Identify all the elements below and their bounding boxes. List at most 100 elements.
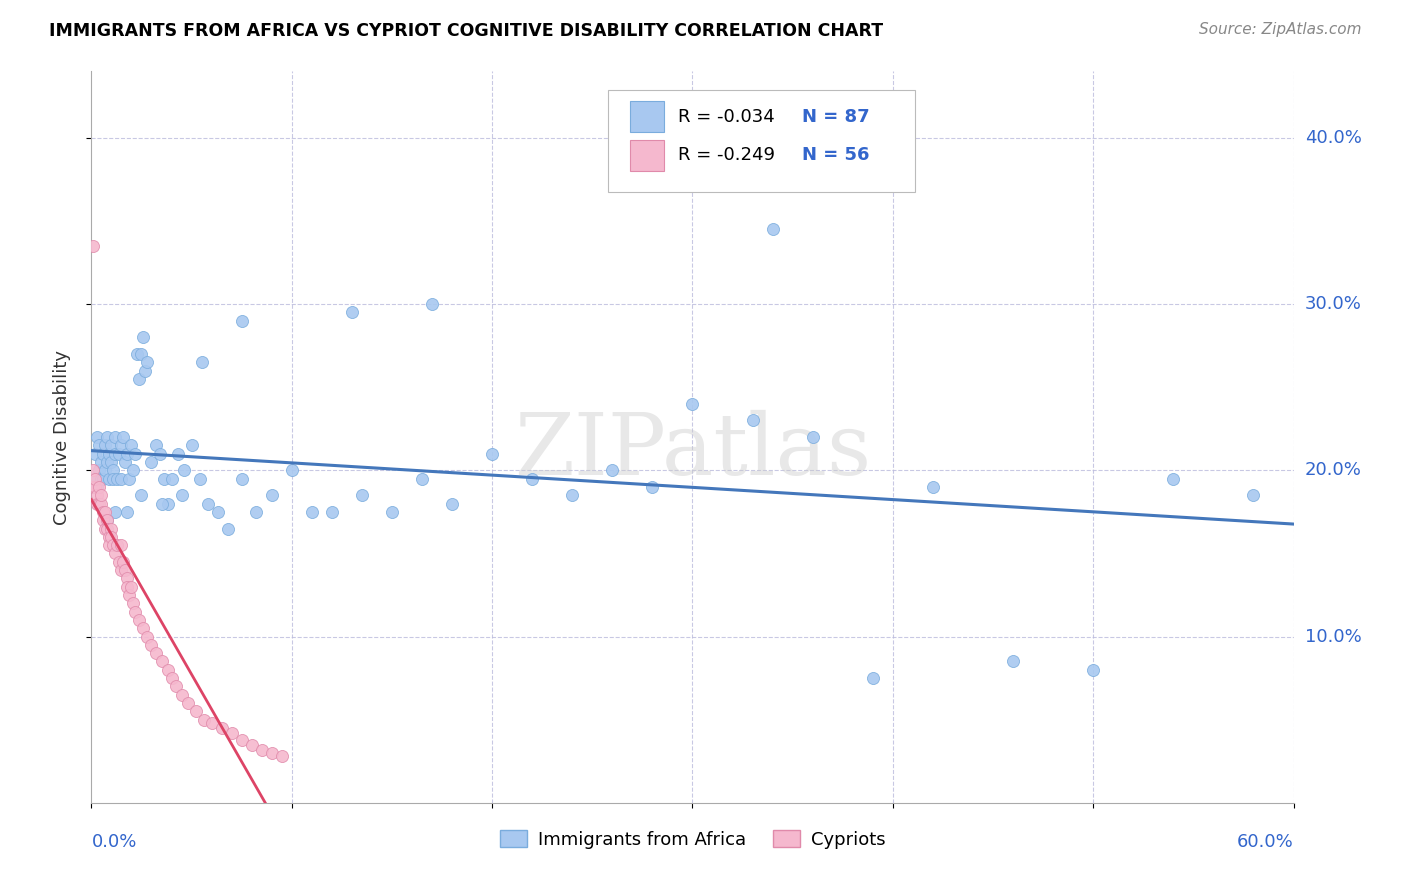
Point [90,455,112,469]
Point [190,355,212,369]
Point [862,671,884,685]
Point [89,463,111,477]
Point [641,480,664,494]
Point [86,430,108,444]
Point [117,447,139,461]
Point [98,447,121,461]
Point [82,472,104,486]
Point [260,746,283,760]
Point [84,447,107,461]
Text: 10.0%: 10.0% [1305,628,1361,646]
Point [180,438,202,452]
Point [100,438,122,452]
Point [100,455,122,469]
Point [801,430,824,444]
Point [82,480,104,494]
Point [156,663,179,677]
Point [132,621,155,635]
Point [108,447,131,461]
Point [231,732,253,747]
Point [104,505,127,519]
Point [124,447,146,461]
Point [124,605,146,619]
Text: N = 56: N = 56 [801,146,869,164]
Point [128,613,150,627]
Point [84,480,107,494]
Point [96,521,118,535]
Text: 30.0%: 30.0% [1305,295,1361,313]
Point [118,472,141,486]
Text: 40.0%: 40.0% [1305,128,1361,147]
Point [1163,472,1185,486]
Point [89,480,111,494]
Point [96,513,118,527]
Point [561,488,583,502]
Point [117,505,139,519]
Point [245,505,267,519]
Point [231,472,253,486]
Point [141,638,163,652]
Point [93,513,115,527]
Point [411,472,433,486]
Point [127,347,149,361]
Point [217,521,239,535]
Point [301,505,323,519]
Text: 20.0%: 20.0% [1305,461,1361,479]
Point [440,497,463,511]
Point [86,497,108,511]
Point [1243,488,1265,502]
Text: N = 87: N = 87 [801,108,869,126]
Point [1001,655,1024,669]
Point [104,546,127,560]
Point [114,563,136,577]
Point [201,716,224,731]
Point [117,571,139,585]
Point [104,447,127,461]
Point [98,530,121,544]
Point [131,488,153,502]
Point [98,538,121,552]
Point [110,438,132,452]
Point [152,472,174,486]
Point [110,538,132,552]
Y-axis label: Cognitive Disability: Cognitive Disability [52,350,70,524]
Point [762,222,785,236]
Point [104,430,127,444]
Point [82,463,104,477]
Point [184,705,207,719]
Point [114,455,136,469]
Point [98,472,121,486]
Point [108,555,131,569]
Text: 0.0%: 0.0% [91,833,136,851]
Point [103,538,125,552]
Point [270,749,292,764]
Point [121,438,143,452]
Point [602,463,624,477]
Point [121,580,143,594]
Point [922,480,945,494]
Point [160,472,183,486]
Point [145,438,167,452]
Point [231,314,253,328]
Bar [630,140,664,171]
Point [107,472,129,486]
Point [90,472,112,486]
Point [132,330,155,344]
Point [96,455,118,469]
Point [681,397,703,411]
Point [148,447,170,461]
Point [165,680,187,694]
Point [103,472,125,486]
Point [86,488,108,502]
Point [82,239,104,253]
Point [94,521,117,535]
Point [118,588,141,602]
Point [94,438,117,452]
Point [112,555,135,569]
Point [134,363,156,377]
Point [128,372,150,386]
Point [420,297,443,311]
Point [117,580,139,594]
Point [110,563,132,577]
Point [160,671,183,685]
